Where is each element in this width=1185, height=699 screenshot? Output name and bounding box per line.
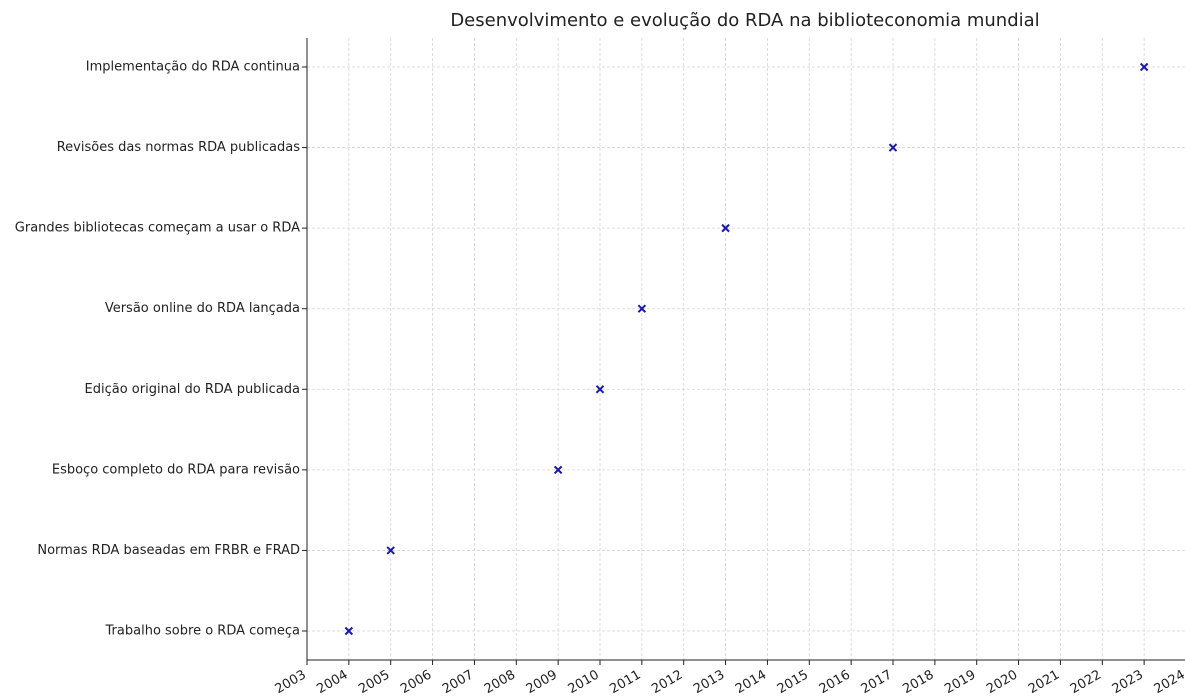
marker xyxy=(595,385,605,394)
x-tick-label: 2003 xyxy=(273,668,309,698)
y-tick-label: Normas RDA baseadas em FRBR e FRAD xyxy=(37,543,300,558)
x-tick-label: 2011 xyxy=(607,668,643,698)
x-tick-label: 2004 xyxy=(314,668,350,698)
x-tick-label: 2016 xyxy=(817,668,853,698)
y-tick-label: Trabalho sobre o RDA começa xyxy=(105,624,300,639)
marker xyxy=(386,546,395,555)
x-tick-label: 2023 xyxy=(1110,668,1146,698)
x-tick-label: 2006 xyxy=(398,668,434,698)
x-tick-label: 2005 xyxy=(356,668,392,698)
y-tick-label: Implementação do RDA continua xyxy=(86,60,300,75)
x-tick-label: 2015 xyxy=(775,668,811,698)
marker xyxy=(344,626,354,636)
x-tick-label: 2021 xyxy=(1026,668,1062,698)
marker xyxy=(637,304,647,313)
x-tick-label: 2007 xyxy=(440,668,476,698)
x-tick-label: 2017 xyxy=(859,668,895,698)
x-tick-label: 2020 xyxy=(984,668,1020,698)
y-tick-label: Edição original do RDA publicada xyxy=(85,382,300,397)
y-tick-label: Esboço completo do RDA para revisão xyxy=(52,462,300,477)
marker xyxy=(888,143,898,152)
x-tick-label: 2014 xyxy=(733,668,769,698)
x-tick-label: 2018 xyxy=(900,668,936,698)
y-tick-label: Versão online do RDA lançada xyxy=(105,301,300,316)
x-tick-label: 2022 xyxy=(1068,668,1104,698)
x-tick-label: 2009 xyxy=(524,668,560,698)
x-tick-label: 2012 xyxy=(649,668,685,698)
y-tick-label: Revisões das normas RDA publicadas xyxy=(57,140,300,155)
x-tick-label: 2019 xyxy=(942,668,978,698)
marker xyxy=(553,465,563,475)
x-tick-label: 2013 xyxy=(691,668,727,698)
marker xyxy=(1139,62,1149,72)
chart-title: Desenvolvimento e evolução do RDA na bib… xyxy=(450,10,1039,31)
marker xyxy=(721,223,730,233)
x-tick-label: 2024 xyxy=(1152,668,1185,698)
x-tick-label: 2010 xyxy=(566,668,602,698)
y-tick-label: Grandes bibliotecas começam a usar o RDA xyxy=(15,221,300,236)
x-tick-label: 2008 xyxy=(482,668,518,698)
